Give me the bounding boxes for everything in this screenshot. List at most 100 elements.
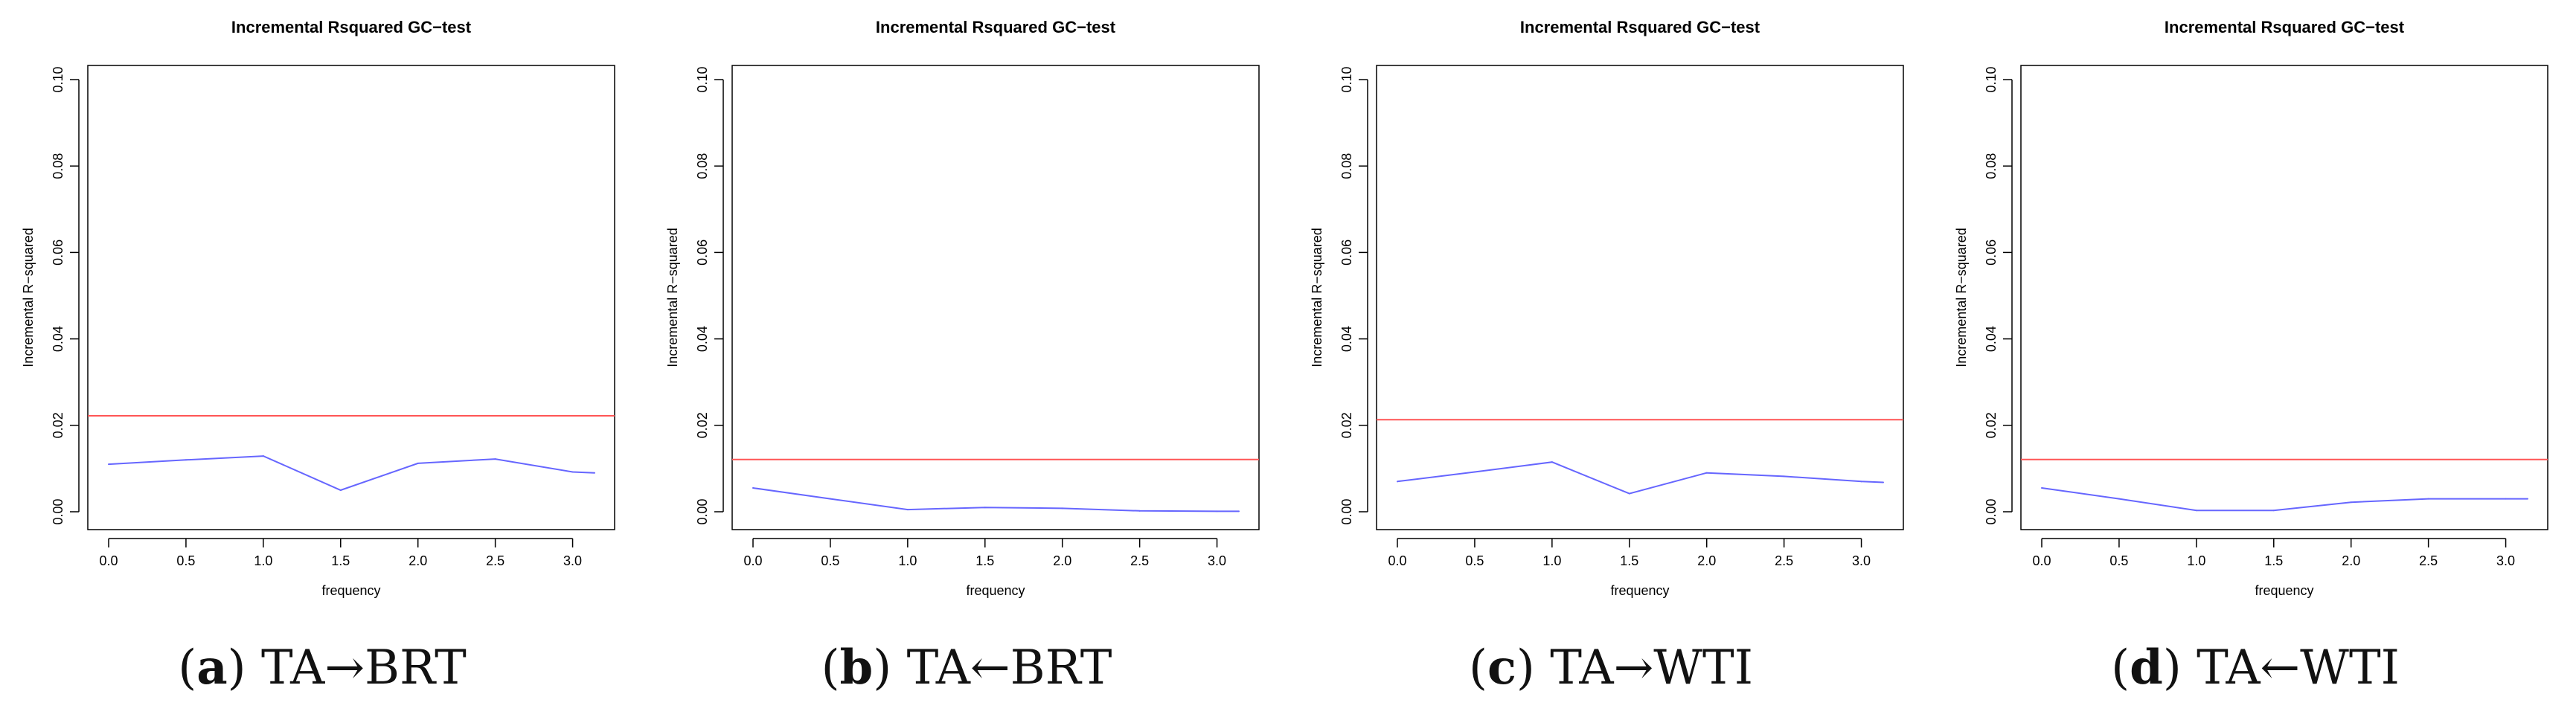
x-tick-label: 2.5: [486, 553, 504, 568]
x-tick-label: 0.0: [99, 553, 118, 568]
caption-a: (a) TA→BRT: [178, 640, 467, 695]
data-point: [2118, 498, 2120, 500]
y-axis-label: Incremental R−squared: [21, 228, 36, 367]
y-tick-label: 0.08: [1339, 153, 1354, 179]
x-tick-label: 1.0: [2187, 553, 2205, 568]
data-point: [2350, 501, 2352, 504]
x-tick-label: 2.5: [1775, 553, 1793, 568]
data-point: [339, 489, 342, 491]
y-tick-label: 0.00: [51, 498, 65, 524]
y-tick-label: 0.02: [1984, 412, 1999, 438]
x-axis-label: frequency: [966, 583, 1025, 598]
x-tick-label: 1.5: [975, 553, 994, 568]
panel-d: Incremental Rsquared GC−test 0.0 0.5 1.0 1.5…: [1933, 0, 2576, 723]
data-point: [2427, 498, 2429, 500]
x-tick-label: 0.5: [1465, 553, 1484, 568]
x-tick-label: 0.5: [821, 553, 839, 568]
data-point: [1473, 471, 1476, 473]
series-line: [2041, 487, 2528, 512]
y-tick-label: 0.04: [1339, 326, 1354, 352]
data-point: [829, 498, 831, 500]
x-tick-label: 3.0: [1852, 553, 1871, 568]
series-line: [1397, 461, 1884, 495]
x-tick-label: 0.5: [2109, 553, 2128, 568]
y-axis-label: Incremental R−squared: [665, 228, 680, 367]
x-tick-label: 2.0: [2342, 553, 2360, 568]
y-tick-label: 0.06: [695, 240, 710, 266]
x-axis-label: frequency: [2255, 583, 2313, 598]
data-point: [984, 507, 986, 509]
y-tick-label: 0.06: [1984, 240, 1999, 266]
panel-a: Incremental Rsquared GC−test 0.0 0.5 1.0 1.5…: [0, 0, 644, 723]
data-point: [494, 458, 496, 460]
data-point: [1551, 461, 1553, 463]
data-point: [1783, 475, 1785, 478]
y-axis-label: Incremental R−squared: [1954, 228, 1969, 367]
data-point: [262, 455, 264, 457]
x-tick-label: 0.0: [2032, 553, 2051, 568]
caption-label: a: [196, 640, 228, 695]
y-tick-label: 0.04: [1984, 326, 1999, 352]
data-point: [1628, 492, 1630, 495]
caption-b: (b) TA←BRT: [821, 640, 1112, 695]
data-point: [2272, 510, 2275, 512]
x-tick-label: 1.0: [1542, 553, 1561, 568]
y-tick-label: 0.10: [1984, 66, 1999, 92]
data-point: [2505, 498, 2507, 500]
y-tick-label: 0.06: [51, 240, 65, 266]
x-tick-label: 3.0: [1208, 553, 1226, 568]
data-point: [752, 487, 754, 489]
data-point: [417, 462, 419, 464]
x-tick-label: 1.0: [254, 553, 272, 568]
plot-frame: [2020, 65, 2548, 530]
data-point: [1860, 481, 1862, 483]
caption-text: TA→WTI: [1550, 640, 1754, 695]
plot-frame: [731, 65, 1260, 530]
y-tick-label: 0.10: [1339, 66, 1354, 92]
chart-title: Incremental Rsquared GC−test: [2165, 18, 2405, 36]
x-tick-label: 3.0: [563, 553, 582, 568]
data-point: [1397, 481, 1398, 483]
x-tick-label: 0.0: [1388, 553, 1406, 568]
data-point: [1883, 481, 1884, 483]
y-tick-label: 0.10: [695, 66, 710, 92]
panel-b: Incremental Rsquared GC−test 0.0 0.5 1.0 1.5…: [644, 0, 1289, 723]
y-tick-label: 0.10: [51, 66, 65, 92]
caption-label: b: [839, 640, 874, 695]
caption-text: TA←BRT: [906, 640, 1112, 695]
y-tick-label: 0.04: [695, 326, 710, 352]
x-tick-label: 2.0: [1053, 553, 1071, 568]
x-tick-label: 2.0: [1697, 553, 1716, 568]
x-tick-label: 2.5: [2419, 553, 2438, 568]
x-tick-label: 1.5: [1620, 553, 1638, 568]
data-point: [571, 471, 574, 473]
y-tick-label: 0.00: [1339, 498, 1354, 524]
x-tick-label: 1.5: [331, 553, 350, 568]
plot-frame: [1376, 65, 1904, 530]
y-tick-label: 0.06: [1339, 240, 1354, 266]
data-point: [2041, 487, 2042, 489]
x-tick-label: 3.0: [2496, 553, 2515, 568]
data-point: [1216, 510, 1218, 512]
chart-b: Incremental Rsquared GC−test 0.0 0.5 1.0 1.5…: [665, 18, 1260, 598]
chart-title: Incremental Rsquared GC−test: [1520, 18, 1760, 36]
data-point: [1061, 507, 1063, 510]
x-tick-label: 2.5: [1130, 553, 1149, 568]
caption-c: (c) TA→WTI: [1468, 640, 1754, 695]
chart-title: Incremental Rsquared GC−test: [876, 18, 1116, 36]
series-line: [752, 487, 1239, 512]
caption-label: d: [2130, 640, 2163, 695]
data-point: [2195, 510, 2197, 512]
chart-a: Incremental Rsquared GC−test 0.0 0.5 1.0 1.5…: [21, 18, 615, 598]
data-point: [594, 472, 595, 474]
data-point: [906, 509, 909, 511]
chart-d: Incremental Rsquared GC−test 0.0 0.5 1.0 1.5…: [1954, 18, 2548, 598]
y-tick-label: 0.08: [1984, 153, 1999, 179]
plot-frame: [87, 65, 615, 530]
caption-text: TA→BRT: [260, 640, 467, 695]
y-tick-label: 0.00: [695, 498, 710, 524]
data-point: [108, 463, 109, 466]
data-point: [1138, 510, 1141, 512]
x-tick-label: 1.5: [2264, 553, 2283, 568]
